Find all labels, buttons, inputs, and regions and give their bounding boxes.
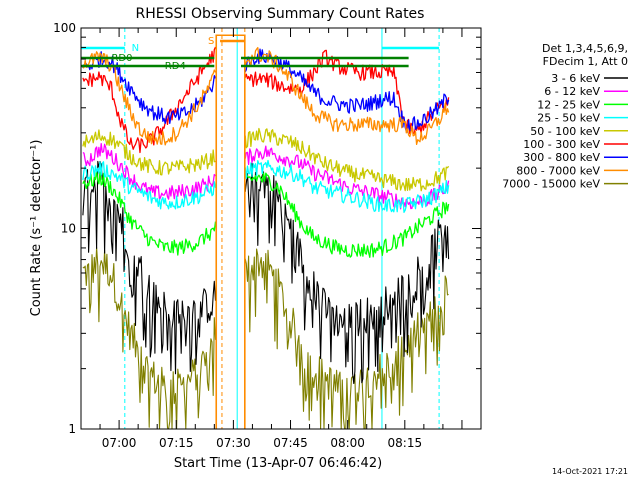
series-line — [82, 46, 450, 154]
x-tick-label: 08:00 — [330, 436, 365, 450]
y-tick-label: 100 — [53, 21, 76, 35]
plot-area — [81, 28, 450, 429]
rd0-flag-label: RD0 — [111, 53, 132, 64]
x-tick-label: 07:00 — [102, 436, 137, 450]
y-tick-label: 10 — [61, 222, 76, 236]
x-tick-label: 07:30 — [216, 436, 251, 450]
chart-title: RHESSI Observing Summary Count Rates — [136, 6, 425, 22]
y-tick-label: 1 — [68, 422, 76, 436]
legend-entry-label: 25 - 50 keV — [537, 112, 600, 125]
series-line — [82, 159, 450, 213]
saa-count-envelope — [215, 34, 246, 429]
x-tick-label: 08:15 — [388, 436, 423, 450]
legend-entry-label: 50 - 100 keV — [530, 125, 600, 138]
series-line — [82, 170, 450, 258]
legend-entry-label: 800 - 7000 keV — [516, 164, 600, 177]
saa-flag-label: S — [208, 36, 214, 47]
x-tick-label: 07:15 — [159, 436, 194, 450]
legend-header-decimation: FDecim 1, Att 0 — [543, 55, 628, 68]
legend-header-detectors: Det 1,3,4,5,6,9, — [542, 42, 628, 55]
legend-entry-label: 7000 - 15000 keV — [502, 178, 600, 191]
legend: Det 1,3,4,5,6,9, FDecim 1, Att 0 3 - 6 k… — [502, 42, 628, 191]
series-line — [82, 246, 449, 429]
x-axis-label: Start Time (13-Apr-07 06:46:42) — [174, 456, 382, 471]
generation-timestamp: 14-Oct-2021 17:21 — [552, 467, 628, 476]
legend-entry-label: 12 - 25 keV — [537, 98, 600, 111]
legend-entry-label: 300 - 800 keV — [523, 151, 600, 164]
x-tick-label: 07:45 — [273, 436, 308, 450]
axes: N S RD0 RD4 1 10 100 07:00 07:15 07:30 07:45 08:00 0… — [53, 21, 481, 450]
night-flag-label: N — [132, 43, 139, 54]
y-axis-label: Count Rate (s⁻¹ detector⁻¹) — [29, 140, 44, 317]
series-line — [82, 127, 450, 192]
legend-entry-label: 3 - 6 keV — [551, 72, 600, 85]
legend-entry-label: 100 - 300 keV — [523, 138, 600, 151]
legend-entry-label: 6 - 12 keV — [544, 85, 600, 98]
rd4-flag-label: RD4 — [165, 61, 186, 72]
